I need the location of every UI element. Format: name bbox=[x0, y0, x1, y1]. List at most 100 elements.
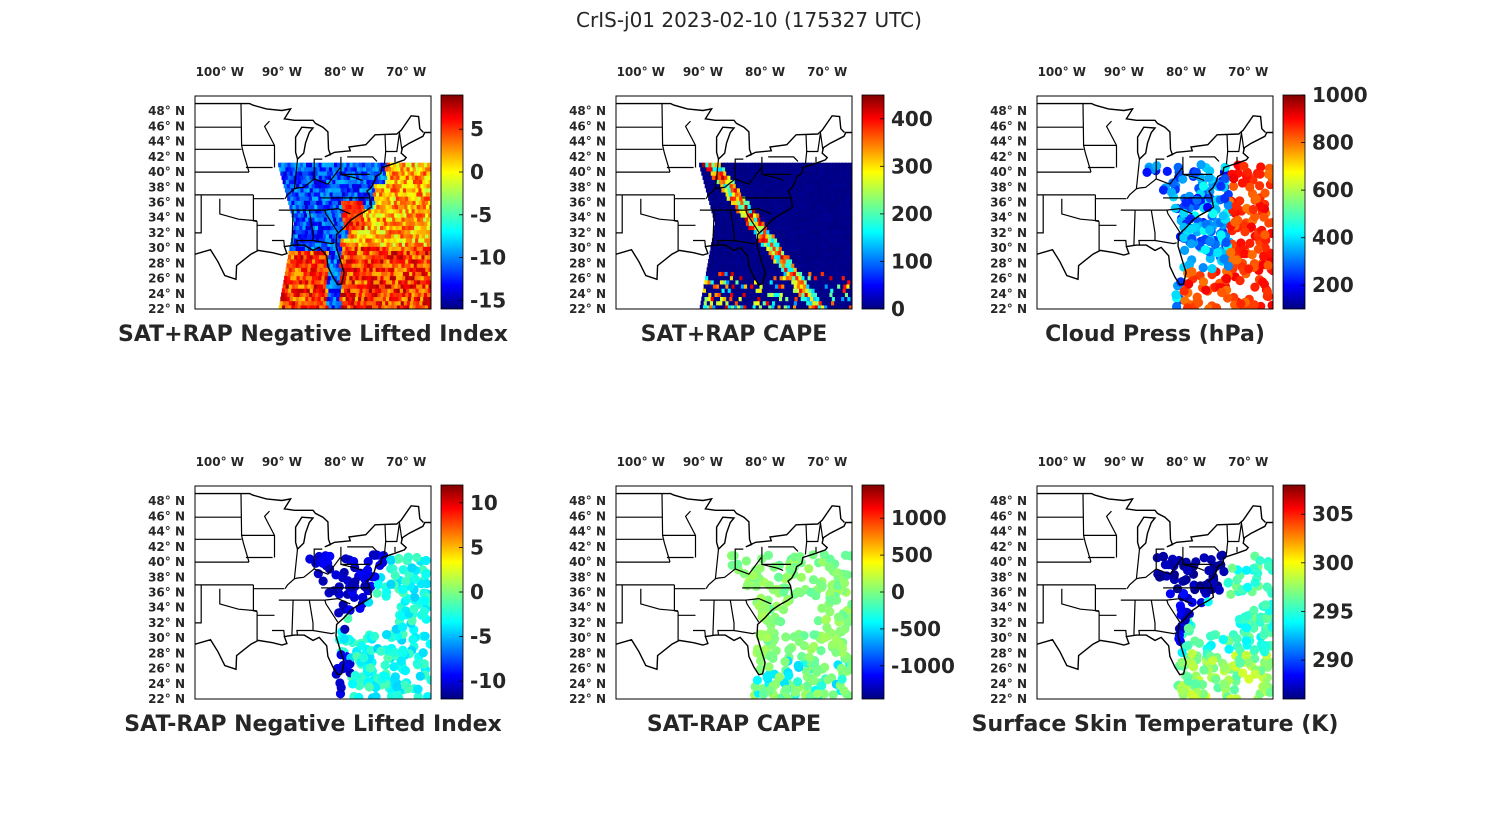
swath-cell bbox=[335, 284, 340, 289]
swath-cell bbox=[343, 254, 348, 260]
swath-cell bbox=[765, 305, 770, 309]
swath-cell bbox=[836, 175, 841, 180]
swath-cell bbox=[847, 183, 852, 189]
swath-cell bbox=[833, 233, 838, 239]
swath-cell bbox=[792, 196, 797, 201]
swath-cell bbox=[340, 275, 345, 281]
coastline bbox=[195, 131, 431, 286]
swath-cell bbox=[754, 279, 759, 285]
swath-cell bbox=[749, 305, 754, 309]
swath-cell bbox=[384, 213, 389, 218]
swath-cell bbox=[762, 300, 767, 306]
swath-cell bbox=[744, 179, 749, 185]
data-point bbox=[420, 631, 430, 641]
swath-cell bbox=[318, 175, 323, 180]
swath-cell bbox=[719, 179, 724, 185]
swath-cell bbox=[832, 183, 837, 189]
swath-cell bbox=[424, 254, 429, 260]
swath-cell bbox=[304, 213, 309, 218]
state-border bbox=[1061, 588, 1100, 612]
data-point bbox=[1244, 674, 1254, 684]
swath-cell bbox=[714, 275, 719, 281]
swath-cell bbox=[320, 171, 325, 176]
swath-cell bbox=[743, 305, 748, 309]
swath-cell bbox=[297, 288, 302, 293]
swath-cell bbox=[413, 300, 418, 306]
swath-cell bbox=[805, 200, 810, 205]
swath-cell bbox=[349, 275, 354, 281]
swath-cell bbox=[413, 296, 419, 302]
swath-cell bbox=[753, 192, 758, 197]
swath-cell bbox=[374, 208, 379, 214]
swath-cell bbox=[715, 213, 720, 218]
data-point bbox=[804, 564, 814, 574]
swath-cell bbox=[384, 271, 389, 277]
swath-cell bbox=[732, 225, 737, 231]
swath-cell bbox=[417, 242, 422, 247]
swath-cell bbox=[744, 246, 749, 251]
swath-cell bbox=[705, 175, 710, 180]
swath-cell bbox=[826, 162, 831, 168]
swath-cell bbox=[318, 208, 323, 214]
swath-cell bbox=[341, 192, 347, 197]
swath-cell bbox=[788, 263, 793, 268]
data-point bbox=[784, 670, 794, 680]
swath-cell bbox=[715, 200, 720, 205]
swath-cell bbox=[740, 305, 745, 309]
data-point bbox=[845, 551, 852, 561]
swath-cell bbox=[739, 292, 744, 297]
swath-cell bbox=[363, 246, 369, 251]
swath-cell bbox=[829, 275, 834, 281]
swath-cell bbox=[369, 179, 374, 185]
swath-cell bbox=[402, 221, 407, 226]
swath-cell bbox=[718, 166, 723, 172]
data-point bbox=[1219, 254, 1229, 264]
swath-cell bbox=[305, 292, 311, 297]
swath-cell bbox=[772, 296, 777, 302]
swath-cell bbox=[426, 183, 431, 189]
swath-cell bbox=[783, 221, 788, 226]
swath-cell bbox=[291, 271, 296, 277]
colorbar-tick-label: 300 bbox=[891, 154, 933, 178]
swath-cell bbox=[839, 213, 845, 218]
swath-cell bbox=[806, 171, 812, 176]
swath-cell bbox=[342, 296, 347, 302]
swath-cell bbox=[800, 192, 805, 197]
swath-cell bbox=[784, 267, 789, 272]
swath-cell bbox=[738, 183, 744, 189]
swath-cell bbox=[779, 275, 784, 281]
swath-cell bbox=[753, 233, 758, 239]
swath-cell bbox=[347, 233, 352, 239]
swath-cell bbox=[399, 175, 404, 180]
swath-cell bbox=[428, 192, 431, 197]
swath-cell bbox=[738, 296, 743, 302]
swath-cell bbox=[415, 221, 420, 226]
data-point bbox=[783, 693, 793, 699]
swath-cell bbox=[379, 246, 384, 251]
swath-cell bbox=[295, 171, 301, 176]
swath-cell bbox=[806, 192, 811, 197]
swath-cell bbox=[801, 259, 806, 264]
swath-cell bbox=[287, 292, 292, 297]
swath-cell bbox=[306, 221, 311, 226]
swath-cell bbox=[429, 225, 431, 231]
swath-cell bbox=[408, 162, 413, 168]
data-point bbox=[380, 660, 390, 670]
swath-cell bbox=[794, 171, 799, 176]
data-point bbox=[833, 612, 844, 622]
swath-cell bbox=[844, 171, 849, 176]
swath-cell bbox=[780, 233, 786, 239]
swath-cell bbox=[305, 296, 310, 302]
swath-cell bbox=[733, 196, 738, 201]
state-border bbox=[1154, 239, 1177, 245]
swath-cell bbox=[740, 284, 746, 289]
data-point bbox=[1251, 194, 1261, 204]
swath-cell bbox=[771, 284, 777, 289]
swath-cell bbox=[750, 204, 755, 210]
data-point bbox=[1265, 687, 1273, 697]
swath-cell bbox=[343, 208, 348, 214]
swath-cell bbox=[333, 183, 338, 189]
swath-cell bbox=[290, 275, 295, 281]
swath-cell bbox=[364, 292, 370, 297]
data-point bbox=[372, 588, 382, 598]
